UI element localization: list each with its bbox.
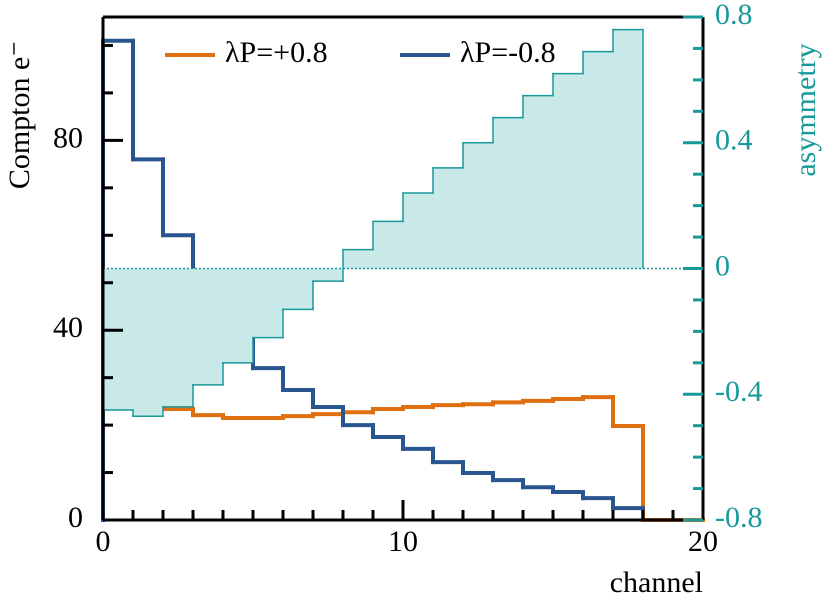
asymmetry-fill (523, 95, 553, 269)
x-tick-label: 0 (96, 525, 111, 558)
asymmetry-fill (493, 117, 523, 269)
asymmetry-fill (463, 142, 493, 269)
asymmetry-fill (133, 268, 163, 417)
asymmetry-fill (433, 167, 463, 269)
y-tick-label: 80 (53, 121, 83, 154)
asymmetry-fill (613, 29, 643, 269)
y2-tick-label: 0.8 (715, 0, 753, 31)
y-axis-label: Compton e⁻ (3, 41, 36, 189)
legend-label: λP=-0.8 (460, 36, 556, 69)
asymmetry-fill (553, 73, 583, 269)
asymmetry-fill (283, 268, 313, 310)
asymmetry-fill (343, 249, 373, 269)
asymmetry-fill (403, 193, 433, 269)
y-tick-label: 40 (53, 311, 83, 344)
asymmetry-fill (193, 268, 223, 385)
asymmetry-fill (223, 268, 253, 363)
asymmetry-fill (163, 268, 193, 407)
y2-tick-label: -0.4 (715, 375, 763, 408)
y2-tick-label: 0.4 (715, 124, 753, 157)
y2-axis-label: asymmetry (789, 43, 822, 176)
asymmetry-fill (313, 268, 343, 282)
asymmetry-fill (583, 51, 613, 269)
y2-tick-label: -0.8 (715, 501, 763, 534)
y-tick-label: 0 (68, 501, 83, 534)
asymmetry-fill (103, 268, 133, 410)
legend-label: λP=+0.8 (225, 36, 328, 69)
asymmetry-fill (253, 268, 283, 338)
x-axis-label: channel (610, 566, 703, 599)
asymmetry-fill (373, 221, 403, 269)
x-tick-label: 20 (688, 525, 718, 558)
x-tick-label: 10 (388, 525, 418, 558)
y2-tick-label: 0 (715, 249, 730, 282)
